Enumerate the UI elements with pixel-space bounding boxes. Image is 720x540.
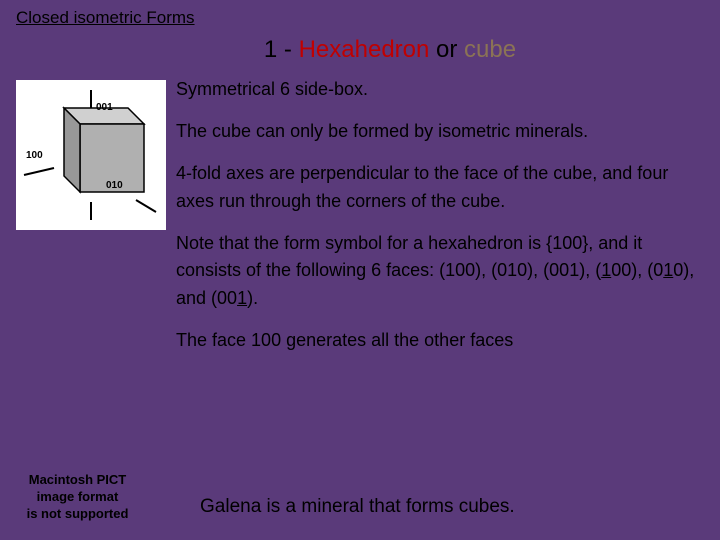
cube-label-001: 001 xyxy=(96,102,113,113)
pict-placeholder: Macintosh PICT image format is not suppo… xyxy=(10,472,145,528)
title-part-or: or xyxy=(429,36,464,63)
para-3: 4-fold axes are perpendicular to the fac… xyxy=(176,160,704,216)
body-text: Symmetrical 6 side-box. The cube can onl… xyxy=(176,76,704,369)
cube-label-100: 100 xyxy=(26,150,43,161)
galena-caption: Galena is a mineral that forms cubes. xyxy=(200,496,515,518)
para-4: Note that the form symbol for a hexahedr… xyxy=(176,230,704,314)
main-title: 1 - Hexahedron or cube xyxy=(16,36,704,64)
para-1: Symmetrical 6 side-box. xyxy=(176,76,704,104)
para-4-b: 00), (0 xyxy=(611,260,663,280)
para-2: The cube can only be formed by isometric… xyxy=(176,118,704,146)
para-4-d: ). xyxy=(247,288,258,308)
title-part-hexahedron: Hexahedron xyxy=(299,36,430,63)
title-part-1: 1 - xyxy=(264,36,299,63)
section-title: Closed isometric Forms xyxy=(16,8,704,28)
para-4-u2: 1 xyxy=(663,260,673,280)
para-4-a: Note that the form symbol for a hexahedr… xyxy=(176,233,642,281)
cube-label-010: 010 xyxy=(106,180,123,191)
para-5: The face 100 generates all the other fac… xyxy=(176,327,704,355)
pict-line-1: Macintosh PICT xyxy=(29,472,127,487)
para-4-u1: 1 xyxy=(601,260,611,280)
para-4-u3: 1 xyxy=(237,288,247,308)
pict-line-2: image format xyxy=(37,489,119,504)
pict-line-3: is not supported xyxy=(27,506,129,521)
title-part-cube: cube xyxy=(464,36,516,63)
cube-diagram: 001 100 010 xyxy=(16,80,166,230)
